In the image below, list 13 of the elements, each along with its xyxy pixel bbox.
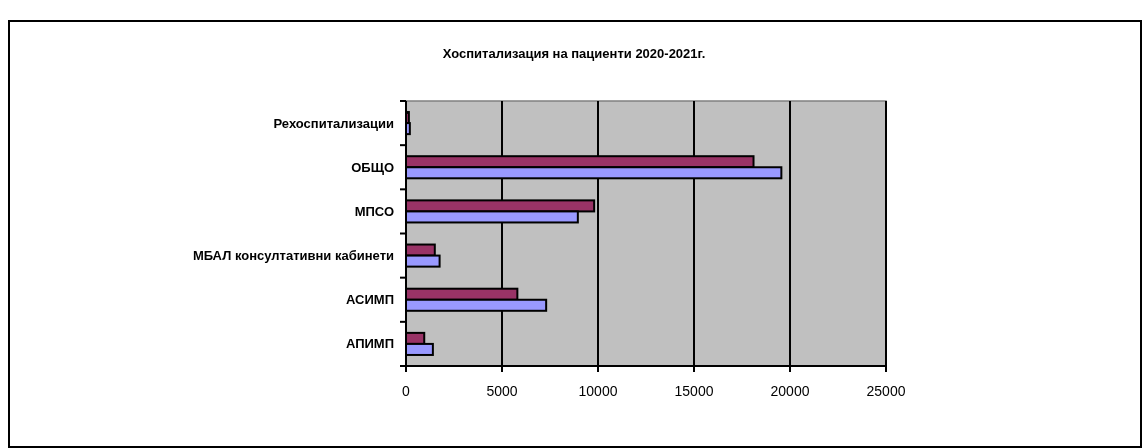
x-tick-label: 10000 <box>578 383 618 399</box>
y-tick-label: ОБЩО <box>351 159 394 175</box>
y-tick-label: Рехоспитализации <box>273 115 395 131</box>
x-tick-label: 20000 <box>770 383 810 399</box>
chart-title: Хоспитализация на пациенти 2020-2021г. <box>442 46 706 61</box>
y-tick-label: АСИМП <box>346 292 394 308</box>
x-tick-label: 5000 <box>486 383 518 399</box>
x-tick-label: 15000 <box>674 383 714 399</box>
y-tick-label: МБАЛ консултативни кабинети <box>192 248 395 264</box>
y-tick-label: МПСО <box>354 203 394 219</box>
x-tick-label: 25000 <box>866 383 906 399</box>
x-tick-label: 0 <box>402 383 411 399</box>
y-tick-label: АПИМП <box>345 336 394 352</box>
